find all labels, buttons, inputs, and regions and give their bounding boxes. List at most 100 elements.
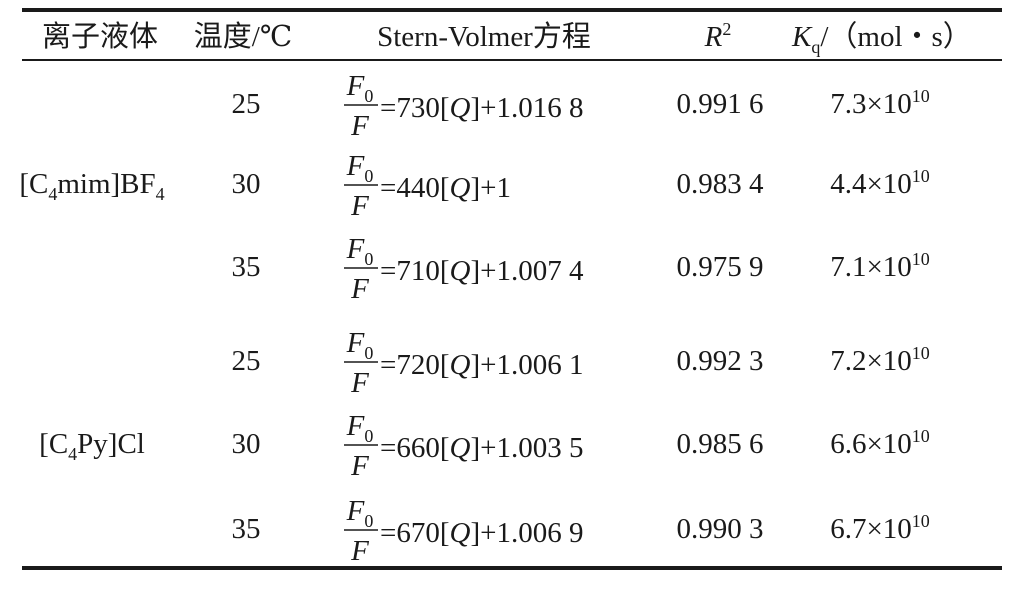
ionic-liquid-part: 4 xyxy=(48,184,57,204)
temperature-part: 25 xyxy=(232,88,261,120)
temperature-part: 30 xyxy=(232,168,261,200)
header-cell: 温度/℃ xyxy=(194,20,293,53)
equation-rhs: =670[Q]+1.006 9 xyxy=(380,517,583,549)
kq-part: 10 xyxy=(912,166,930,186)
equation-rhs-part: Q xyxy=(450,517,471,549)
fraction-numerator: F0 xyxy=(346,495,374,531)
fraction-numerator-part: F xyxy=(346,495,365,527)
r-squared-part: 0.975 9 xyxy=(677,251,764,283)
fraction-numerator-part: 0 xyxy=(364,343,373,363)
kq-part: 7.3×10 xyxy=(830,88,912,120)
fraction-numerator: F0 xyxy=(346,327,374,363)
kq-part: 6.7×10 xyxy=(830,513,912,545)
equation-rhs-part: =440[ xyxy=(380,172,450,204)
fraction-denominator-part: F xyxy=(350,190,369,222)
equation-rhs-part: Q xyxy=(450,92,471,124)
temperature: 30 xyxy=(232,428,261,460)
ionic-liquid-part: [C xyxy=(19,168,48,200)
temperature: 25 xyxy=(232,88,261,120)
equation-rhs-part: ]+1 xyxy=(470,172,511,204)
fraction-numerator-part: F xyxy=(346,150,365,182)
equation-rhs-part: Q xyxy=(450,432,471,464)
ionic-liquid: [C4mim]BF4 xyxy=(19,168,164,204)
equation-rhs-part: =730[ xyxy=(380,92,450,124)
temperature: 25 xyxy=(232,345,261,377)
equation-rhs-part: ]+1.006 1 xyxy=(470,349,583,381)
r-squared: 0.991 6 xyxy=(677,88,764,120)
equation-rhs-part: ]+1.006 9 xyxy=(470,517,583,549)
fraction-numerator-part: 0 xyxy=(364,166,373,186)
equation-rhs-part: Q xyxy=(450,349,471,381)
equation-rhs: =660[Q]+1.003 5 xyxy=(380,432,583,464)
fraction-numerator-part: 0 xyxy=(364,249,373,269)
ionic-liquid-part: Py]Cl xyxy=(77,428,145,460)
kq: 7.1×1010 xyxy=(830,249,930,283)
bottom-rule xyxy=(22,566,1002,570)
equation-rhs-part: =660[ xyxy=(380,432,450,464)
equation-rhs: =730[Q]+1.016 8 xyxy=(380,92,583,124)
header-cell: R2 xyxy=(704,19,732,53)
r-squared-part: 0.991 6 xyxy=(677,88,764,120)
header-cell-part: 温度/℃ xyxy=(194,20,293,53)
temperature-part: 35 xyxy=(232,513,261,545)
fraction-denominator-part: F xyxy=(350,535,369,567)
r-squared: 0.985 6 xyxy=(677,428,764,460)
ionic-liquid-part: mim]BF xyxy=(57,168,155,200)
temperature: 30 xyxy=(232,168,261,200)
r-squared: 0.992 3 xyxy=(677,345,764,377)
fraction-denominator: F xyxy=(350,367,369,399)
kq: 6.7×1010 xyxy=(830,511,930,545)
fraction-numerator-part: F xyxy=(346,410,365,442)
ionic-liquid-part: [C xyxy=(39,428,68,460)
kq-part: 10 xyxy=(912,343,930,363)
fraction-numerator-part: 0 xyxy=(364,426,373,446)
kq: 4.4×1010 xyxy=(830,166,930,200)
fraction-numerator-part: F xyxy=(346,233,365,265)
fraction-denominator: F xyxy=(350,110,369,142)
r-squared: 0.975 9 xyxy=(677,251,764,283)
kq-part: 7.1×10 xyxy=(830,251,912,283)
ionic-liquid-part: 4 xyxy=(156,184,165,204)
fraction-denominator: F xyxy=(350,273,369,305)
equation-rhs-part: Q xyxy=(450,255,471,287)
fraction-denominator: F xyxy=(350,535,369,567)
header-cell-part: q xyxy=(811,37,820,57)
top-rule xyxy=(22,8,1002,12)
fraction-denominator-part: F xyxy=(350,273,369,305)
header-cell-part: 离子液体 xyxy=(42,20,158,53)
header-rule xyxy=(22,59,1002,61)
kq-part: 10 xyxy=(912,511,930,531)
kq: 7.3×1010 xyxy=(830,86,930,120)
equation-rhs: =710[Q]+1.007 4 xyxy=(380,255,584,287)
kq-part: 10 xyxy=(912,249,930,269)
fraction-denominator: F xyxy=(350,190,369,222)
header-cell-part: K xyxy=(791,21,813,53)
equation-rhs: =440[Q]+1 xyxy=(380,172,511,204)
fraction-numerator: F0 xyxy=(346,150,374,186)
equation-rhs-part: ]+1.007 4 xyxy=(470,255,584,287)
fraction-numerator: F0 xyxy=(346,410,374,446)
kq: 6.6×1010 xyxy=(830,426,930,460)
kq-part: 10 xyxy=(912,86,930,106)
header-cell-part: R xyxy=(704,21,723,53)
temperature-part: 35 xyxy=(232,251,261,283)
kq-part: 4.4×10 xyxy=(830,168,912,200)
temperature: 35 xyxy=(232,513,261,545)
temperature: 35 xyxy=(232,251,261,283)
equation-rhs-part: =710[ xyxy=(380,255,450,287)
r-squared-part: 0.992 3 xyxy=(677,345,764,377)
equation-rhs-part: ]+1.016 8 xyxy=(470,92,583,124)
kq-part: 10 xyxy=(912,426,930,446)
r-squared-part: 0.990 3 xyxy=(677,513,764,545)
equation-rhs-part: =720[ xyxy=(380,349,450,381)
equation-rhs-part: ]+1.003 5 xyxy=(470,432,583,464)
header-cell: 离子液体 xyxy=(42,20,158,53)
ionic-liquid: [C4Py]Cl xyxy=(39,428,145,464)
fraction-numerator: F0 xyxy=(346,233,374,269)
r-squared: 0.983 4 xyxy=(677,168,765,200)
equation-rhs-part: Q xyxy=(450,172,471,204)
equation-rhs-part: =670[ xyxy=(380,517,450,549)
header-cell: Kq/（mol・s） xyxy=(791,21,972,57)
fraction-denominator-part: F xyxy=(350,367,369,399)
r-squared: 0.990 3 xyxy=(677,513,764,545)
